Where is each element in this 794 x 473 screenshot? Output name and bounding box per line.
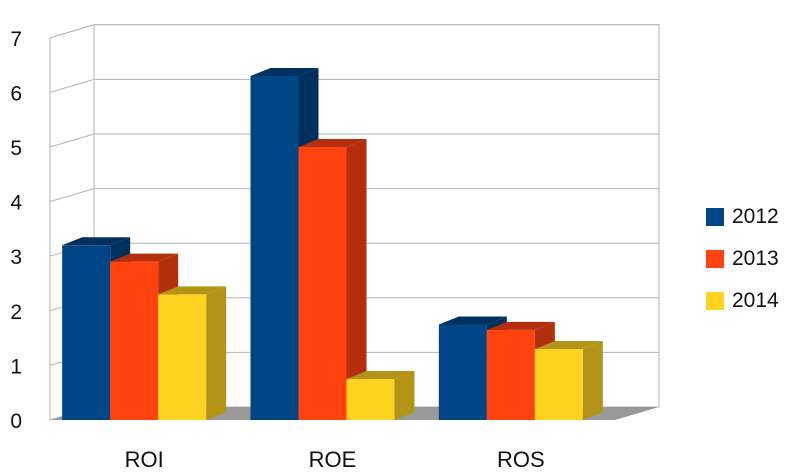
category-label-ros: ROS	[497, 447, 545, 472]
bar-front	[534, 349, 583, 420]
y-axis-ticks: 0 1 2 3 4 5 6 7	[10, 28, 22, 433]
bar-top	[438, 316, 507, 325]
legend-label-2013: 2013	[732, 247, 779, 270]
gridline	[49, 133, 659, 148]
category-label-roi: ROI	[125, 447, 164, 472]
bar-top	[250, 68, 319, 77]
y-tick-label: 7	[10, 28, 22, 51]
bar-front	[250, 76, 299, 421]
legend-swatch-2012	[706, 208, 724, 226]
bar-top	[346, 371, 415, 380]
bar-top	[534, 341, 603, 350]
bar-front	[298, 147, 347, 420]
legend-item-2014: 2014	[706, 280, 779, 322]
legend-swatch-2014	[706, 292, 724, 310]
bar-top	[298, 139, 367, 147]
bar-top	[62, 237, 131, 246]
y-tick-label: 5	[10, 137, 22, 160]
bar-roe-2014	[346, 371, 415, 420]
bar-roi-2014	[158, 286, 227, 420]
bar-front	[62, 245, 111, 420]
bar-top	[158, 286, 227, 295]
gridline	[49, 24, 659, 39]
bar-side	[394, 371, 415, 420]
legend-label-2012: 2012	[732, 205, 779, 228]
bar-front	[158, 294, 207, 420]
bar-top	[486, 321, 555, 330]
bar-front	[438, 324, 487, 420]
category-label-roe: ROE	[309, 447, 357, 472]
bar-top	[110, 253, 179, 262]
x-axis-categories: ROI ROE ROS	[125, 447, 545, 472]
bars	[62, 68, 603, 421]
legend-swatch-2013	[706, 250, 724, 268]
bar-ros-2014	[534, 341, 603, 420]
gridline	[49, 78, 659, 93]
bar-front	[486, 329, 535, 420]
bar-side	[206, 286, 227, 420]
y-tick-label: 3	[10, 246, 22, 269]
bar-side	[582, 341, 603, 420]
legend-item-2012: 2012	[706, 196, 779, 238]
y-tick-label: 2	[10, 301, 22, 324]
legend: 2012 2013 2014	[706, 196, 779, 322]
legend-item-2013: 2013	[706, 238, 779, 280]
bar-side	[346, 139, 367, 420]
y-tick-label: 4	[10, 192, 22, 215]
bar-front	[346, 379, 395, 420]
bar-front	[110, 261, 159, 420]
y-tick-label: 6	[10, 82, 22, 105]
legend-label-2014: 2014	[732, 289, 779, 312]
y-tick-label: 0	[10, 410, 22, 433]
bar-roe-2013	[298, 139, 367, 420]
y-tick-label: 1	[10, 355, 22, 378]
gridline	[49, 188, 659, 203]
